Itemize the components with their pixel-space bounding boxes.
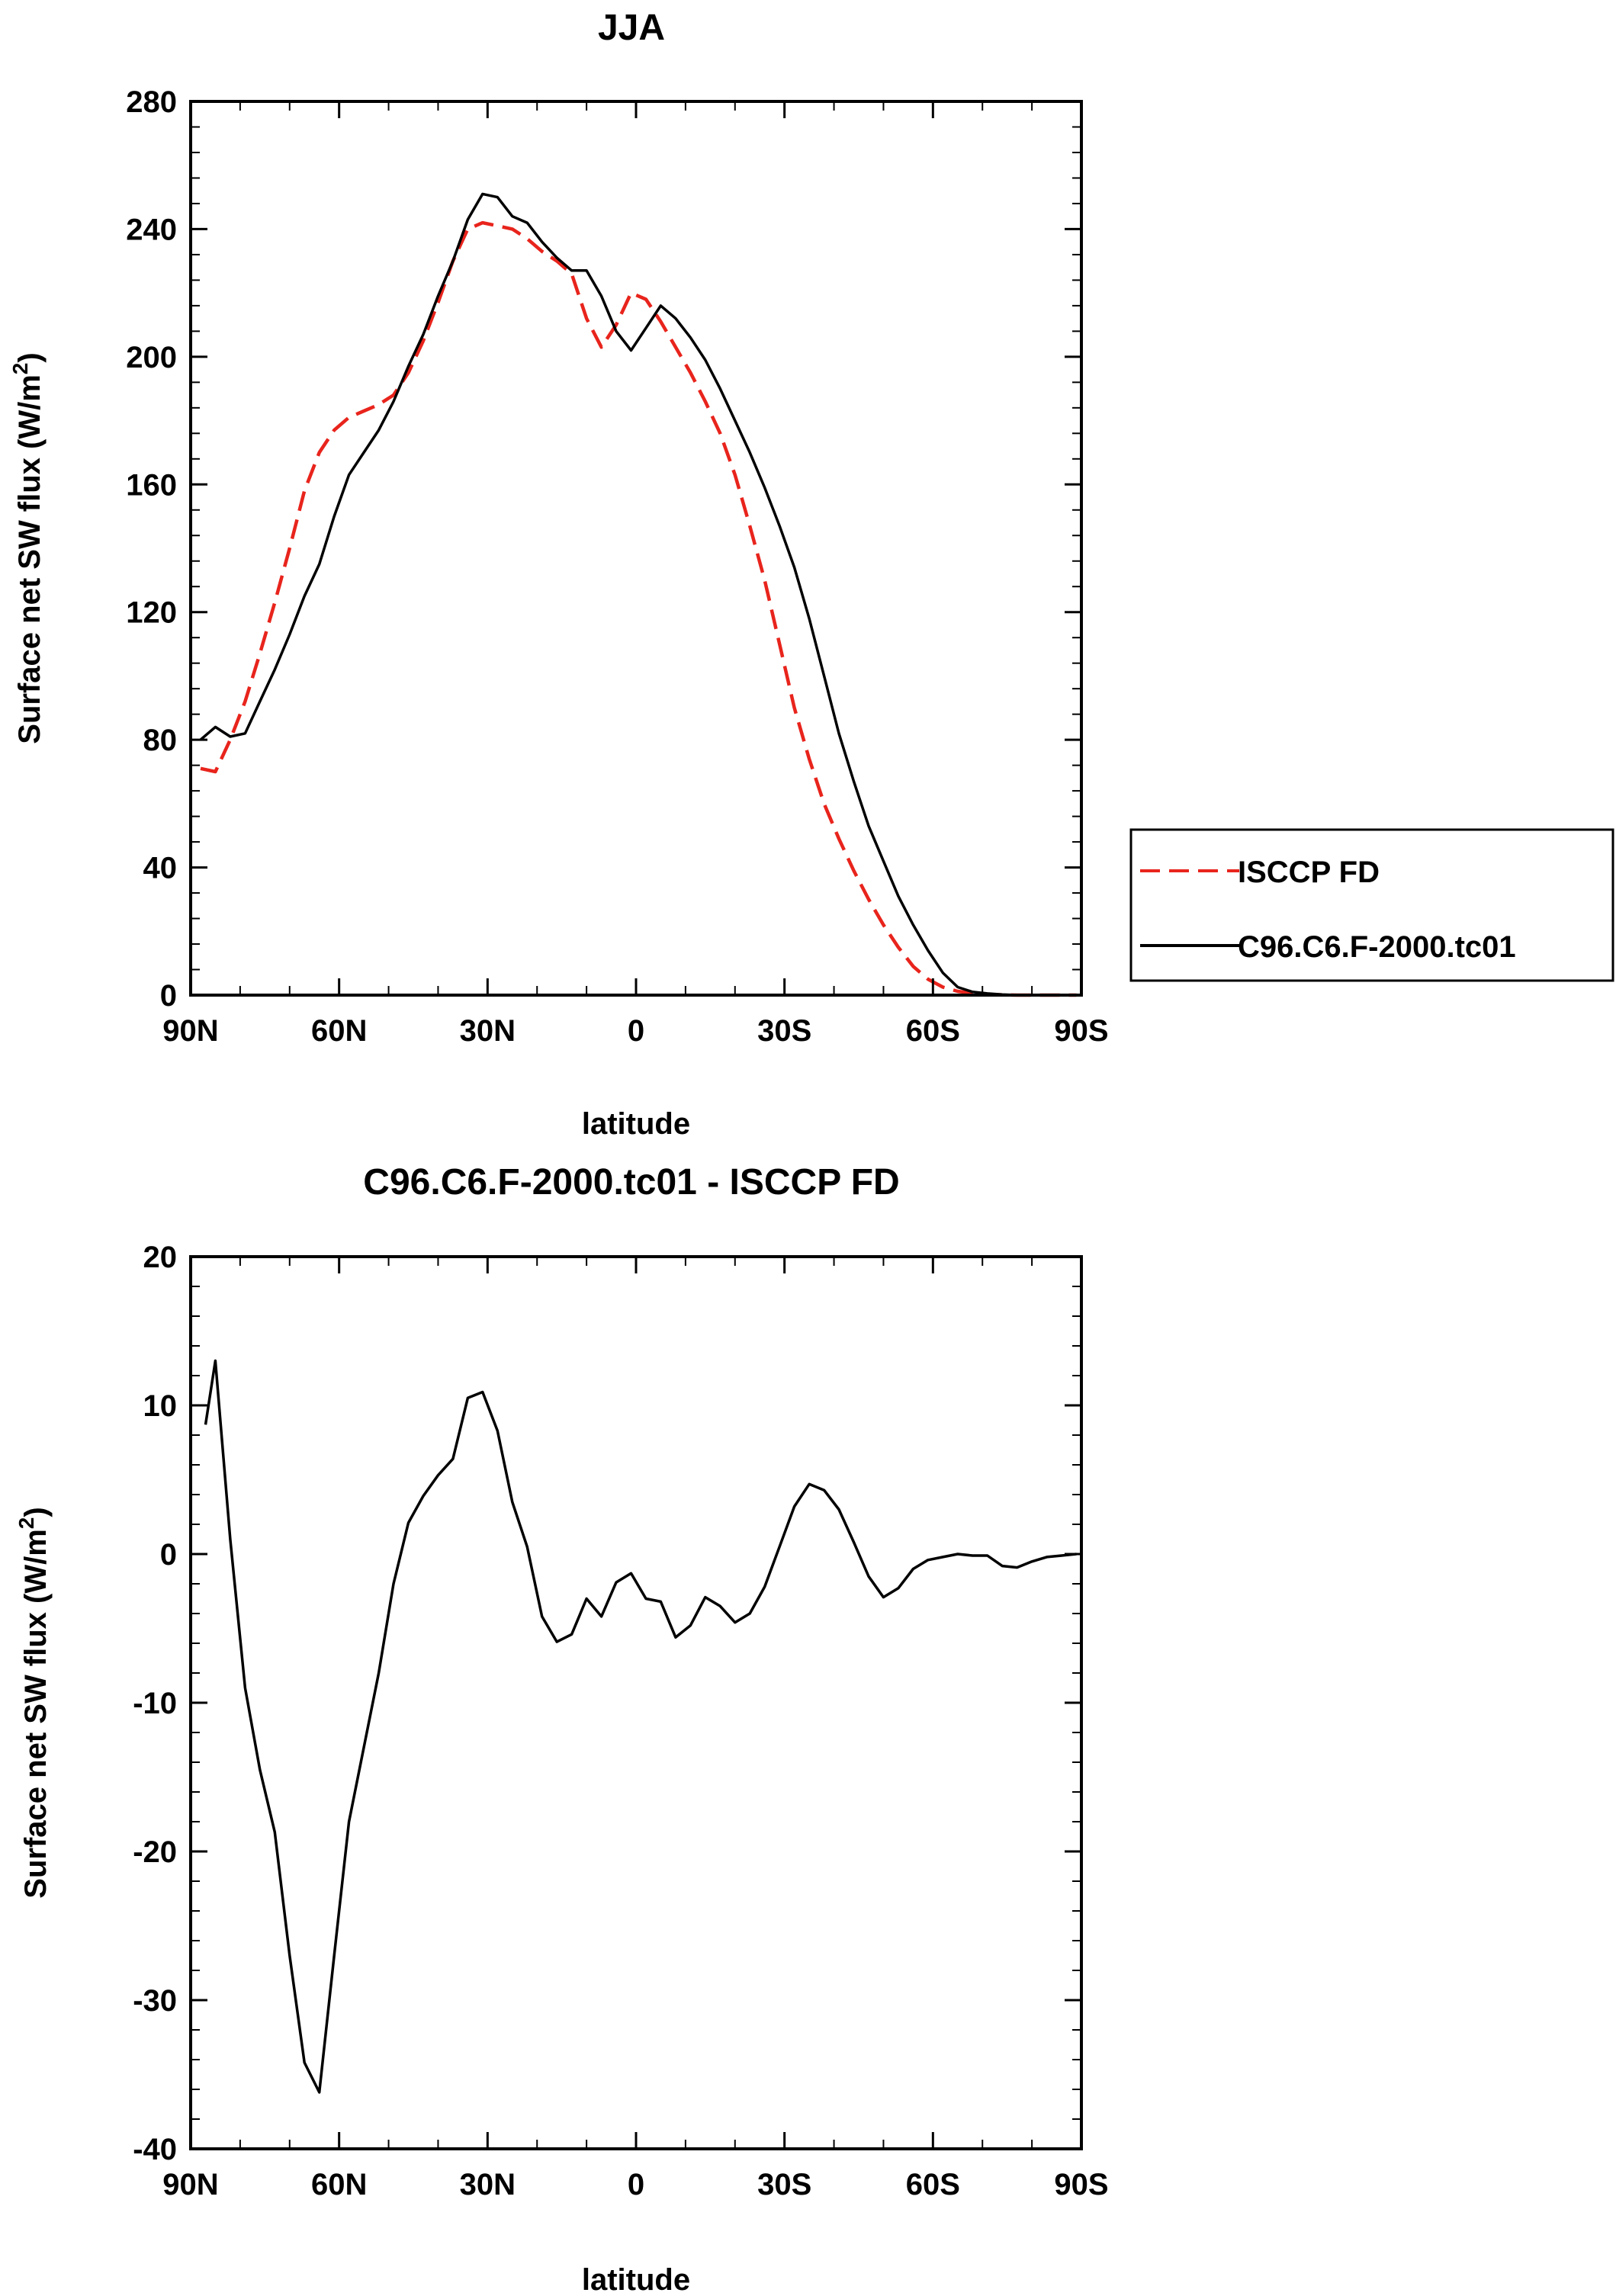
- bottom-ytick-label: -40: [133, 2133, 177, 2166]
- top-xtick-label: 90S: [1054, 1014, 1108, 1048]
- bottom-y-axis-label: Surface net SW flux (W/m2): [14, 1507, 53, 1898]
- top-ytick-label: 280: [126, 85, 177, 119]
- bottom-ytick-label: 10: [143, 1389, 178, 1423]
- bottom-series-group: [204, 1359, 1077, 2094]
- top-ytick-label: 0: [160, 979, 177, 1013]
- bottom-xtick-label: 30N: [460, 2168, 516, 2201]
- bottom-ytick-label: -30: [133, 1984, 177, 2018]
- bottom-ytick-label: 20: [143, 1241, 178, 1274]
- bottom-panel: C96.C6.F-2000.tc01 - ISCCP FD 90N 60N 30N 0…: [14, 1162, 1109, 2296]
- top-ytick-label: 80: [143, 724, 178, 757]
- bottom-xtick-label: 30S: [757, 2168, 811, 2201]
- bottom-ticks: 90N 60N 30N 0 30S 60S 90S -40 -30 -20 -10 0 10 20: [133, 1241, 1108, 2201]
- top-y-axis-label: Surface net SW flux (W/m2): [8, 352, 47, 743]
- top-ytick-label: 200: [126, 341, 177, 374]
- bottom-x-axis-label: latitude: [582, 2263, 690, 2296]
- bottom-chart-title: C96.C6.F-2000.tc01 - ISCCP FD: [363, 1162, 899, 1203]
- bottom-ytick-label: -10: [133, 1687, 177, 1720]
- top-ytick-label: 240: [126, 213, 177, 246]
- bottom-ytick-label: -20: [133, 1835, 177, 1869]
- top-ytick-label: 40: [143, 852, 178, 885]
- top-chart-title: JJA: [598, 8, 665, 48]
- bottom-xtick-label: 90S: [1054, 2168, 1108, 2201]
- bottom-xtick-label: 60S: [906, 2168, 960, 2201]
- top-x-axis-label: latitude: [582, 1107, 690, 1141]
- bottom-xtick-label: 90N: [162, 2168, 218, 2201]
- bottom-xtick-label: 0: [628, 2168, 644, 2201]
- top-xtick-label: 60S: [906, 1014, 960, 1048]
- top-series-group: [199, 192, 1077, 997]
- top-xtick-label: 90N: [162, 1014, 218, 1048]
- legend-label-model: C96.C6.F-2000.tc01: [1238, 930, 1516, 964]
- top-ytick-label: 160: [126, 468, 177, 502]
- top-ytick-label: 120: [126, 596, 177, 630]
- top-xtick-label: 30N: [460, 1014, 516, 1048]
- legend-label-obs: ISCCP FD: [1238, 856, 1380, 889]
- top-series-line-obs: [200, 220, 1077, 997]
- top-series-line-model: [199, 192, 1077, 997]
- top-xtick-label: 60N: [311, 1014, 367, 1048]
- legend-box: [1129, 828, 1614, 982]
- top-ticks: 90N 60N 30N 0 30S 60S 90S 0 40 80 120 160 200 240 280: [126, 85, 1108, 1048]
- bottom-series-line-model: [204, 1359, 1077, 2094]
- top-xtick-label: 0: [628, 1014, 644, 1048]
- bottom-ytick-label: 0: [160, 1538, 177, 1572]
- legend: ISCCP FD C96.C6.F-2000.tc01: [1129, 828, 1614, 982]
- bottom-xtick-label: 60N: [311, 2168, 367, 2201]
- top-panel: JJA 90N 60N 30N 0 30S 60S 90S 0 40 80 120 160 200 240…: [8, 8, 1109, 1141]
- top-xtick-label: 30S: [757, 1014, 811, 1048]
